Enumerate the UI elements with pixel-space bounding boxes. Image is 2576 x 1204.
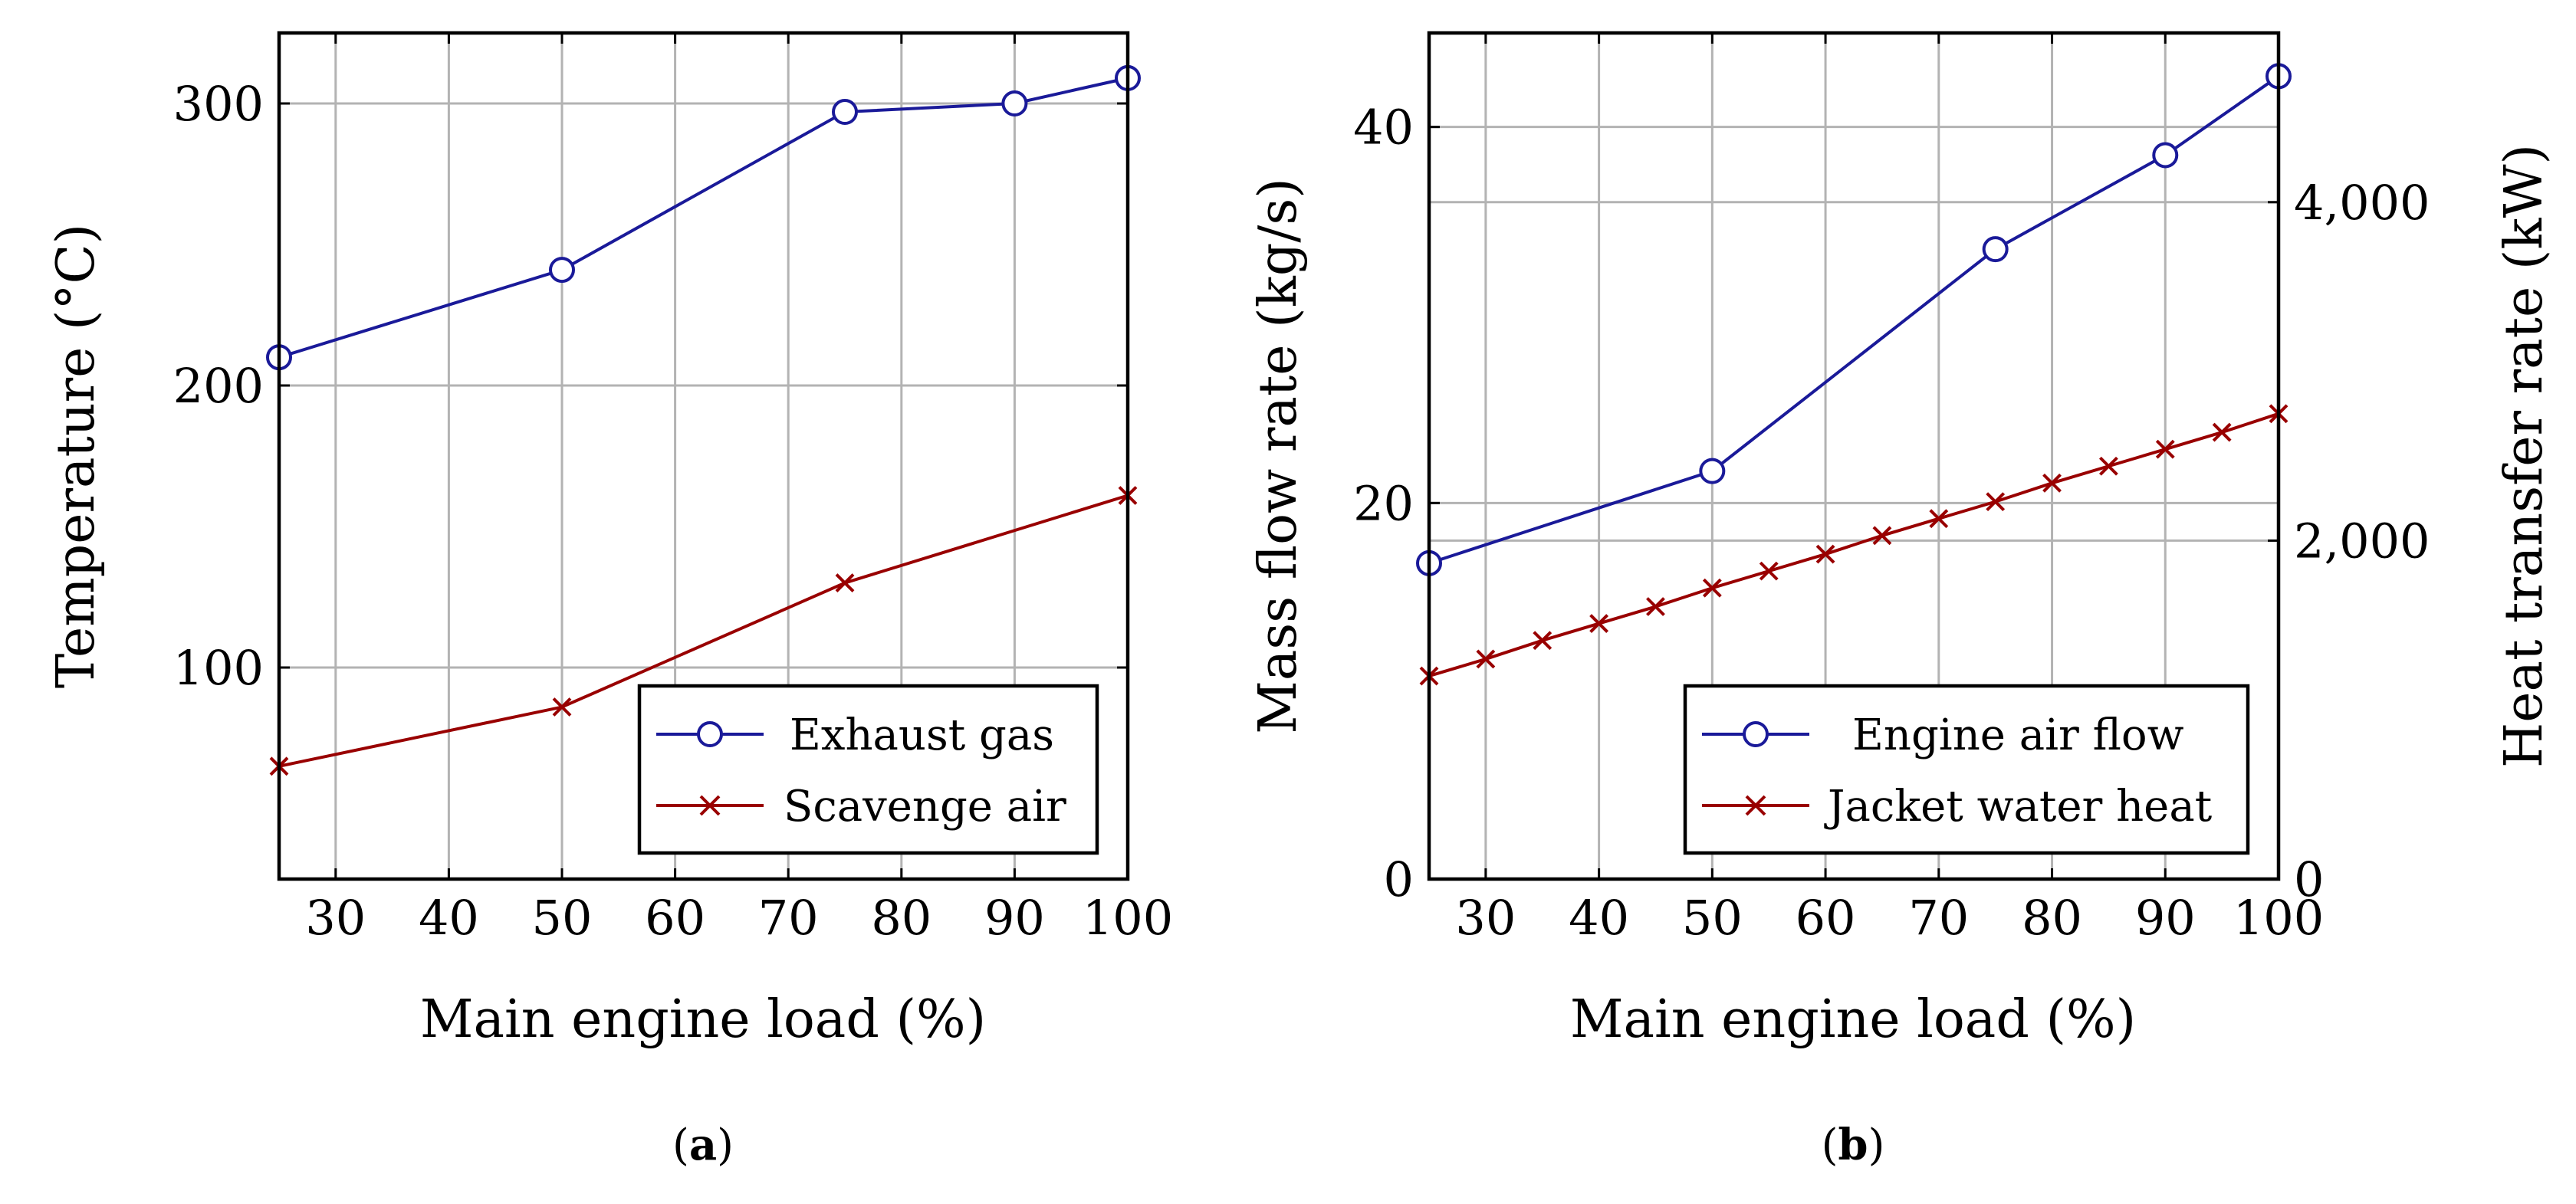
- a-caption-letter: a: [689, 1120, 717, 1170]
- b-point-1-12: [2098, 456, 2118, 476]
- b-plot-frame: [1427, 31, 2281, 881]
- a-xtick-label: 30: [305, 890, 366, 946]
- b-xtick-label: 80: [2022, 890, 2082, 946]
- a-ytick-label: 300: [173, 76, 264, 132]
- b-point-1-8: [1872, 526, 1892, 546]
- b-xtick-label: 60: [1796, 890, 1856, 946]
- a-ticks: 30 40 50 60 70 80 90 100 100 200 300: [173, 33, 1173, 946]
- a-point-1-2: [835, 573, 855, 593]
- b-ytick-label: 40: [1353, 100, 1414, 156]
- b-legend: Engine air flow Jacket water heat: [1683, 684, 2250, 855]
- b-xtick-label: 100: [2233, 890, 2324, 946]
- a-point-0-1: [549, 257, 575, 284]
- b-point-1-4: [1646, 597, 1665, 616]
- a-legend-label-exhaust: Exhaust gas: [790, 710, 1054, 760]
- b-point-1-14: [2212, 422, 2232, 442]
- b-point-1-10: [1986, 492, 2006, 512]
- a-grid: [279, 33, 1129, 879]
- b-legend-box: [1683, 684, 2250, 855]
- a-caption: (a): [672, 1120, 734, 1170]
- b-series-line-1: [1428, 412, 2279, 677]
- panel-a: 30 40 50 60 70 80 90 100 100 200 300 Main engine l…: [46, 31, 1173, 1170]
- b-legend-marker-jacket: [1745, 795, 1766, 816]
- a-ytick-label: 100: [173, 640, 264, 696]
- b-ytick-right-label: 0: [2294, 851, 2324, 907]
- b-point-0-1: [1699, 458, 1726, 484]
- a-xtick-label: 90: [984, 890, 1045, 946]
- b-point-1-5: [1702, 578, 1722, 598]
- b-xtick-label: 50: [1682, 890, 1743, 946]
- b-xlabel: Main engine load (%): [1570, 989, 2136, 1050]
- b-legend-marker-airflow: [1743, 721, 1769, 747]
- a-legend-marker-exhaust: [697, 721, 723, 747]
- b-point-0-3: [2152, 142, 2179, 169]
- a-series-line-0: [278, 76, 1129, 359]
- b-point-1-6: [1759, 561, 1779, 581]
- b-point-0-2: [1982, 236, 2009, 263]
- a-xtick-label: 50: [532, 890, 593, 946]
- b-point-1-7: [1815, 544, 1835, 564]
- b-ytick-right-label: 4,000: [2294, 175, 2430, 231]
- b-caption-letter: b: [1838, 1120, 1868, 1170]
- a-xtick-label: 60: [645, 890, 705, 946]
- a-legend: Exhaust gas Scavenge air: [637, 684, 1099, 855]
- b-ytick-right-label: 2,000: [2294, 513, 2430, 569]
- b-legend-label-jacket: Jacket water heat: [1824, 782, 2213, 832]
- b-xtick-label: 90: [2135, 890, 2196, 946]
- a-legend-marker-scavenge: [699, 795, 721, 816]
- b-ylabel: Mass flow rate (kg/s): [1248, 178, 1309, 734]
- a-xtick-label: 80: [871, 890, 932, 946]
- a-point-1-1: [552, 697, 572, 717]
- b-xtick-label: 70: [1908, 890, 1969, 946]
- b-ytick-label: 20: [1353, 475, 1414, 531]
- b-ytick-label: 0: [1384, 851, 1414, 907]
- b-xtick-label: 30: [1455, 890, 1516, 946]
- b-xtick-label: 40: [1569, 890, 1629, 946]
- b-caption: (b): [1822, 1120, 1885, 1170]
- b-point-1-2: [1533, 631, 1552, 651]
- b-series-line-0: [1428, 74, 2280, 565]
- a-xtick-label: 100: [1083, 890, 1173, 946]
- a-plot-frame: [277, 31, 1130, 881]
- a-xtick-label: 40: [419, 890, 479, 946]
- b-point-1-1: [1476, 649, 1496, 669]
- a-point-0-3: [1001, 90, 1028, 116]
- b-point-1-9: [1929, 509, 1949, 529]
- b-legend-label-airflow: Engine air flow: [1852, 710, 2184, 760]
- a-series: [266, 64, 1141, 776]
- a-point-0-2: [832, 99, 858, 126]
- a-legend-label-scavenge: Scavenge air: [784, 782, 1066, 832]
- a-ylabel: Temperature (°C): [46, 224, 107, 688]
- b-series: [1416, 63, 2292, 686]
- a-series-line-1: [278, 494, 1129, 768]
- b-ylabel-right: Heat transfer rate (kW): [2494, 144, 2555, 768]
- a-legend-box: [637, 684, 1099, 855]
- a-ytick-label: 200: [173, 358, 264, 414]
- a-xlabel: Main engine load (%): [420, 989, 986, 1050]
- b-point-1-13: [2155, 439, 2175, 459]
- b-point-1-11: [2042, 473, 2062, 493]
- a-xtick-label: 70: [758, 890, 819, 946]
- b-point-1-3: [1589, 614, 1609, 634]
